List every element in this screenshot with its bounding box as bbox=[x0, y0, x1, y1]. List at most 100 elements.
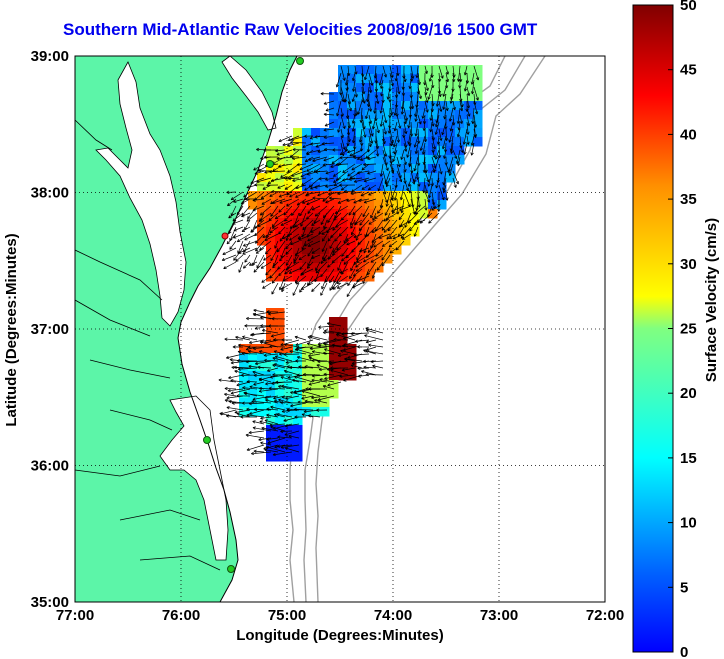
north-velocity-cell bbox=[275, 254, 285, 264]
north-vector bbox=[359, 107, 363, 123]
south-velocity-cell bbox=[293, 407, 303, 417]
north-velocity-cell bbox=[473, 128, 483, 138]
north-velocity-cell bbox=[374, 65, 384, 75]
south-velocity-cell bbox=[338, 353, 348, 363]
north-vector bbox=[428, 72, 433, 82]
south-vector bbox=[295, 348, 314, 355]
north-vector bbox=[346, 198, 356, 202]
south-vector bbox=[340, 349, 356, 355]
north-vector bbox=[466, 121, 470, 135]
north-vector bbox=[267, 177, 279, 185]
north-velocity-cell bbox=[428, 74, 438, 84]
north-vector bbox=[457, 121, 461, 131]
north-velocity-cell bbox=[428, 173, 438, 183]
station-marker bbox=[296, 57, 304, 65]
north-vector bbox=[473, 86, 479, 101]
north-vector bbox=[339, 156, 356, 160]
north-vector bbox=[300, 170, 314, 178]
north-vector bbox=[391, 205, 405, 212]
north-velocity-cell bbox=[320, 164, 330, 174]
coastline bbox=[177, 56, 298, 602]
north-velocity-cell bbox=[347, 128, 357, 138]
north-vector bbox=[347, 149, 356, 154]
north-velocity-cell bbox=[383, 119, 393, 129]
north-vector bbox=[438, 128, 443, 141]
north-vector bbox=[407, 114, 412, 129]
south-velocity-cell bbox=[284, 443, 294, 453]
south-vector bbox=[288, 434, 300, 439]
north-vector bbox=[272, 261, 279, 269]
south-velocity-cell bbox=[338, 362, 348, 372]
north-vector bbox=[374, 212, 384, 219]
north-velocity-cell bbox=[410, 92, 420, 102]
north-vector bbox=[323, 254, 335, 262]
south-velocity-cell bbox=[239, 380, 249, 390]
north-velocity-cell bbox=[311, 254, 321, 264]
north-vector bbox=[292, 148, 307, 152]
south-vector bbox=[296, 355, 314, 362]
north-velocity-cell bbox=[419, 128, 429, 138]
north-vector bbox=[336, 275, 349, 284]
south-vector bbox=[269, 344, 286, 349]
plot-frame bbox=[74, 55, 606, 603]
north-velocity-cell bbox=[320, 245, 330, 255]
colorbar-tick-label: 35 bbox=[680, 191, 697, 208]
north-vector bbox=[349, 212, 356, 226]
south-vector bbox=[322, 384, 335, 390]
north-velocity-cell bbox=[284, 245, 294, 255]
north-velocity-cell bbox=[365, 236, 375, 246]
south-velocity-cell bbox=[293, 362, 303, 372]
north-velocity-cell bbox=[455, 128, 465, 138]
north-vector bbox=[270, 177, 286, 182]
north-vector bbox=[424, 65, 428, 74]
north-velocity-cell bbox=[401, 173, 411, 183]
south-velocity-cell bbox=[302, 353, 312, 363]
north-velocity-cell bbox=[338, 272, 348, 282]
north-vector bbox=[332, 247, 342, 256]
south-vector bbox=[291, 378, 307, 383]
north-vector bbox=[238, 247, 251, 254]
north-vector bbox=[375, 247, 384, 257]
south-vector bbox=[228, 399, 244, 404]
north-velocity-cell bbox=[257, 182, 267, 192]
north-vector bbox=[360, 156, 370, 161]
north-velocity-cell bbox=[293, 209, 303, 219]
north-vector bbox=[417, 128, 421, 144]
north-velocity-cell bbox=[419, 191, 429, 201]
north-velocity-cell bbox=[374, 137, 384, 147]
north-velocity-cell bbox=[302, 209, 312, 219]
north-velocity-cell bbox=[365, 200, 375, 210]
south-velocity-cell bbox=[311, 362, 321, 372]
south-vector bbox=[309, 334, 328, 341]
south-velocity-cell bbox=[239, 407, 249, 417]
x-tick-label: 75:00 bbox=[268, 607, 306, 624]
north-velocity-cell bbox=[401, 83, 411, 93]
north-velocity-cell bbox=[401, 200, 411, 210]
north-vector bbox=[289, 191, 300, 198]
north-vector bbox=[452, 177, 457, 188]
north-vector bbox=[413, 226, 419, 237]
north-vector bbox=[394, 72, 398, 82]
north-velocity-cell bbox=[293, 245, 303, 255]
north-velocity-cell bbox=[392, 218, 402, 228]
south-velocity-cell bbox=[284, 416, 294, 426]
north-vector bbox=[325, 177, 335, 181]
north-vector bbox=[290, 155, 300, 159]
south-velocity-cell bbox=[293, 416, 303, 426]
north-vector bbox=[321, 233, 328, 242]
north-velocity-cell bbox=[392, 65, 402, 75]
north-velocity-cell bbox=[356, 209, 366, 219]
north-vector bbox=[271, 189, 286, 194]
north-velocity-cell bbox=[347, 110, 357, 120]
north-vector bbox=[343, 233, 349, 244]
north-velocity-cell bbox=[464, 83, 474, 93]
north-vector bbox=[403, 163, 407, 173]
south-velocity-cell bbox=[329, 371, 339, 381]
north-vector bbox=[355, 261, 363, 268]
north-vector bbox=[353, 177, 370, 183]
north-velocity-cell bbox=[338, 236, 348, 246]
north-vector bbox=[253, 163, 265, 171]
north-vector bbox=[361, 184, 370, 190]
north-vector bbox=[288, 176, 300, 181]
north-velocity-cell bbox=[311, 236, 321, 246]
